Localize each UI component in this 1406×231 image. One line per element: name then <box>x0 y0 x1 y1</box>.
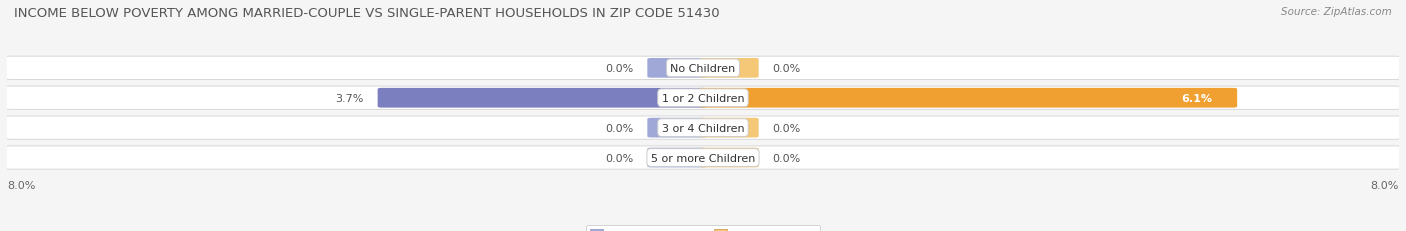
FancyBboxPatch shape <box>4 87 1402 110</box>
Text: 3 or 4 Children: 3 or 4 Children <box>662 123 744 133</box>
Text: Source: ZipAtlas.com: Source: ZipAtlas.com <box>1281 7 1392 17</box>
Text: INCOME BELOW POVERTY AMONG MARRIED-COUPLE VS SINGLE-PARENT HOUSEHOLDS IN ZIP COD: INCOME BELOW POVERTY AMONG MARRIED-COUPL… <box>14 7 720 20</box>
Text: 8.0%: 8.0% <box>7 180 35 190</box>
Text: 3.7%: 3.7% <box>336 93 364 103</box>
Text: 0.0%: 0.0% <box>605 64 633 73</box>
Text: 0.0%: 0.0% <box>605 153 633 163</box>
FancyBboxPatch shape <box>647 59 706 78</box>
Text: 0.0%: 0.0% <box>773 153 801 163</box>
FancyBboxPatch shape <box>4 116 1402 140</box>
Legend: Married Couples, Single Parents: Married Couples, Single Parents <box>586 225 820 231</box>
Text: 8.0%: 8.0% <box>1371 180 1399 190</box>
FancyBboxPatch shape <box>700 88 1237 108</box>
FancyBboxPatch shape <box>647 148 706 168</box>
Text: 0.0%: 0.0% <box>605 123 633 133</box>
FancyBboxPatch shape <box>700 118 759 138</box>
FancyBboxPatch shape <box>700 59 759 78</box>
Text: 1 or 2 Children: 1 or 2 Children <box>662 93 744 103</box>
FancyBboxPatch shape <box>700 148 759 168</box>
Text: No Children: No Children <box>671 64 735 73</box>
FancyBboxPatch shape <box>4 57 1402 80</box>
Text: 6.1%: 6.1% <box>1181 93 1212 103</box>
FancyBboxPatch shape <box>4 146 1402 170</box>
FancyBboxPatch shape <box>378 88 706 108</box>
Text: 5 or more Children: 5 or more Children <box>651 153 755 163</box>
FancyBboxPatch shape <box>647 118 706 138</box>
Text: 0.0%: 0.0% <box>773 123 801 133</box>
Text: 0.0%: 0.0% <box>773 64 801 73</box>
